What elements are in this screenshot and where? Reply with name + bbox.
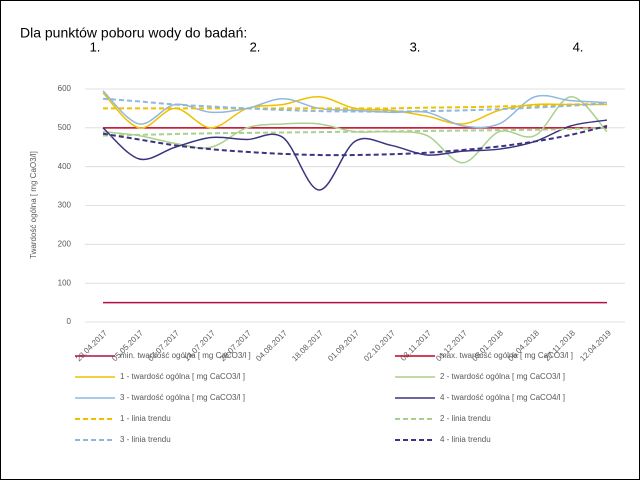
legend-label: 4 - linia trendu <box>440 435 491 444</box>
y-tick-label: 300 <box>58 201 72 210</box>
legend-label: 2 - linia trendu <box>440 414 491 423</box>
y-tick-label: 600 <box>58 84 72 93</box>
series-line <box>102 124 608 157</box>
annotation: 2. <box>250 39 261 54</box>
annotation: 1. <box>90 39 101 54</box>
annotation: 4. <box>573 39 584 54</box>
series-line <box>102 126 608 137</box>
y-tick-label: 200 <box>58 239 72 248</box>
y-tick-label: 100 <box>58 278 72 287</box>
legend-label: 1 - linia trendu <box>120 414 171 423</box>
chart-title: Dla punktów poboru wody do badań: <box>20 25 247 41</box>
y-tick-label: 400 <box>58 162 72 171</box>
legend-label: 2 - twardość ogólna [ mg CaCO3/l ] <box>440 372 565 381</box>
legend-label: 3 - twardość ogólna [ mg CaCO3/l ] <box>120 393 245 402</box>
series-line <box>102 119 608 191</box>
series-line <box>102 97 608 113</box>
legend-label: 4 - twardość ogólna [ mg CaCO4/l ] <box>440 393 565 402</box>
y-tick-label: 500 <box>58 123 72 132</box>
legend-label: min. twardość ogólna [ mg CaCO3/l ] <box>120 351 251 360</box>
legend-label: max. twardość ogólna [ mg CaCO3/l ] <box>440 351 573 360</box>
series-line <box>103 102 608 110</box>
y-axis-title: Twardość ogólna [ mg CaO3/l] <box>29 151 38 259</box>
legend-label: 3 - linia trendu <box>120 435 171 444</box>
legend-label: 1 - twardość ogólna [ mg CaCO3/l ] <box>120 372 245 381</box>
annotation: 3. <box>410 39 421 54</box>
y-tick-label: 0 <box>67 317 72 326</box>
